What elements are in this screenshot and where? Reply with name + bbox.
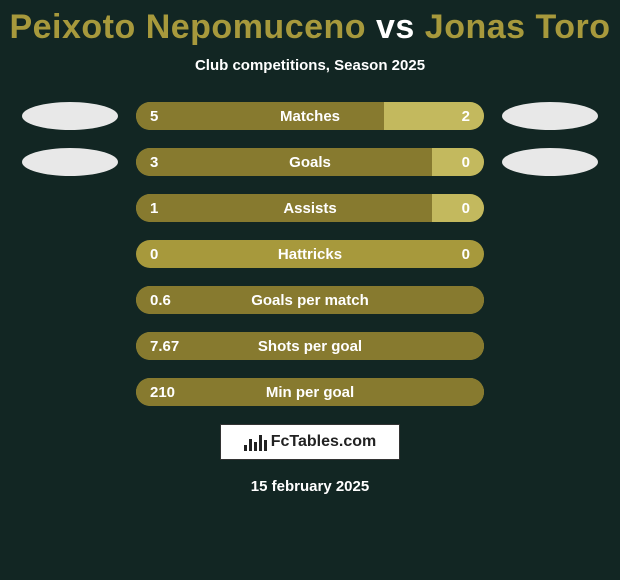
stat-row: 0.6Goals per match [0,286,620,314]
stat-bar: 210Min per goal [136,378,484,406]
stat-row: 7.67Shots per goal [0,332,620,360]
player1-badge [22,102,118,130]
stat-row: 10Assists [0,194,620,222]
stat-label: Assists [136,194,484,222]
stat-bar: 7.67Shots per goal [136,332,484,360]
stat-label: Hattricks [136,240,484,268]
stat-bar: 0.6Goals per match [136,286,484,314]
logo-bars-icon [244,433,267,451]
title-player2: Jonas Toro [425,8,611,46]
stat-label: Goals per match [136,286,484,314]
logo-text: FcTables.com [271,433,377,451]
stat-bar: 00Hattricks [136,240,484,268]
title-vs: vs [376,8,415,46]
stat-bar: 30Goals [136,148,484,176]
stat-label: Matches [136,102,484,130]
stats-container: 52Matches 30Goals 10Assists 00Hattricks 0.6G… [0,102,620,406]
stat-row: 52Matches [0,102,620,130]
stat-bar: 10Assists [136,194,484,222]
subtitle: Club competitions, Season 2025 [0,57,620,74]
stat-row: 210Min per goal [0,378,620,406]
stat-bar: 52Matches [136,102,484,130]
fctables-logo[interactable]: FcTables.com [220,424,400,460]
stat-row: 30Goals [0,148,620,176]
player2-badge [502,148,598,176]
player2-badge [502,102,598,130]
stat-label: Min per goal [136,378,484,406]
title-player1: Peixoto Nepomuceno [9,8,366,46]
player1-badge [22,148,118,176]
page-title: Peixoto Nepomuceno vs Jonas Toro [0,0,620,47]
date-label: 15 february 2025 [0,478,620,495]
stat-row: 00Hattricks [0,240,620,268]
stat-label: Goals [136,148,484,176]
stat-label: Shots per goal [136,332,484,360]
